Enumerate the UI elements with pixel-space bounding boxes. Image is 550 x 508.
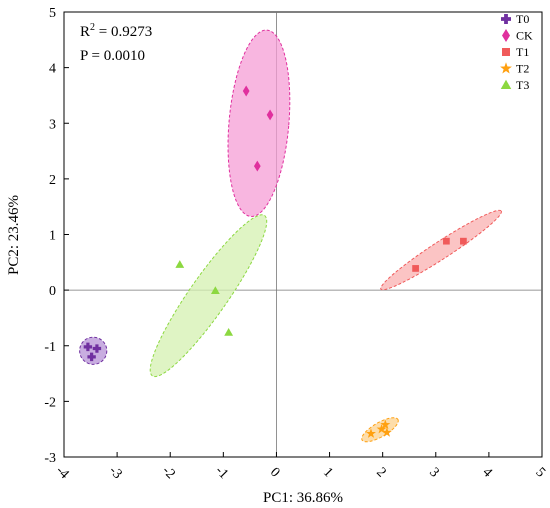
y-axis-title: PC2: 23.46% [6, 195, 22, 275]
legend-marker-t0 [501, 14, 511, 24]
p-value-annotation: P = 0.0010 [80, 48, 145, 64]
y-tick-label: -1 [44, 340, 56, 355]
x-tick-label: -2 [159, 463, 178, 482]
x-tick-label: -3 [106, 463, 125, 482]
point-t0 [83, 342, 93, 352]
legend-marker-t3 [500, 79, 512, 89]
r2-value: = 0.9273 [95, 24, 152, 40]
point-t1 [412, 265, 419, 272]
x-axis-title: PC1: 36.86% [263, 490, 343, 506]
r2-superscript: 2 [90, 22, 95, 33]
y-tick-label: 3 [49, 117, 56, 132]
point-t1 [443, 237, 450, 245]
y-tick-label: 5 [49, 6, 56, 21]
y-tick-label: -3 [44, 451, 56, 466]
point-t3 [210, 286, 220, 295]
point-t2 [380, 419, 391, 429]
ellipse-ck [227, 29, 291, 217]
legend: T0 CK T1 T2 T3 [500, 12, 533, 92]
x-tick-label: 2 [373, 465, 389, 481]
legend-label-ck: CK [516, 29, 533, 43]
ellipse-t3 [149, 214, 268, 378]
point-t2 [381, 427, 392, 437]
point-t3 [175, 260, 185, 268]
ellipse-t1 [380, 209, 502, 291]
y-tick-label: 2 [49, 173, 56, 188]
legend-marker-ck [502, 29, 510, 42]
point-t0 [92, 344, 102, 353]
point-t1 [460, 237, 467, 245]
y-tick-label: 1 [49, 229, 56, 244]
legend-label-t1: T1 [516, 45, 529, 59]
x-tick-label: 1 [320, 465, 336, 481]
legend-label-t2: T2 [516, 62, 529, 76]
x-tick-label: 3 [426, 465, 442, 481]
x-tick-label: -1 [212, 463, 231, 482]
r2-annotation: R2 = 0.9273 [80, 22, 152, 40]
point-ck [242, 85, 250, 97]
y-tick-label: 0 [49, 284, 56, 299]
y-tick-label: -2 [44, 395, 56, 410]
point-t3 [224, 327, 234, 336]
x-tick-label: 0 [267, 465, 283, 481]
point-ck [253, 160, 261, 172]
point-ck [266, 109, 274, 121]
y-tick-label: 4 [49, 62, 56, 77]
legend-label-t3: T3 [516, 78, 529, 92]
legend-label-t0: T0 [516, 12, 529, 26]
legend-marker-t2 [500, 62, 512, 74]
x-tick-label: 5 [532, 465, 548, 481]
legend-marker-t1 [502, 48, 510, 56]
data-points [83, 85, 467, 438]
point-t2 [376, 423, 387, 434]
x-tick-label: -4 [53, 463, 72, 482]
x-tick-label: 4 [479, 465, 495, 481]
point-t0 [87, 352, 96, 362]
point-t2 [365, 428, 376, 438]
